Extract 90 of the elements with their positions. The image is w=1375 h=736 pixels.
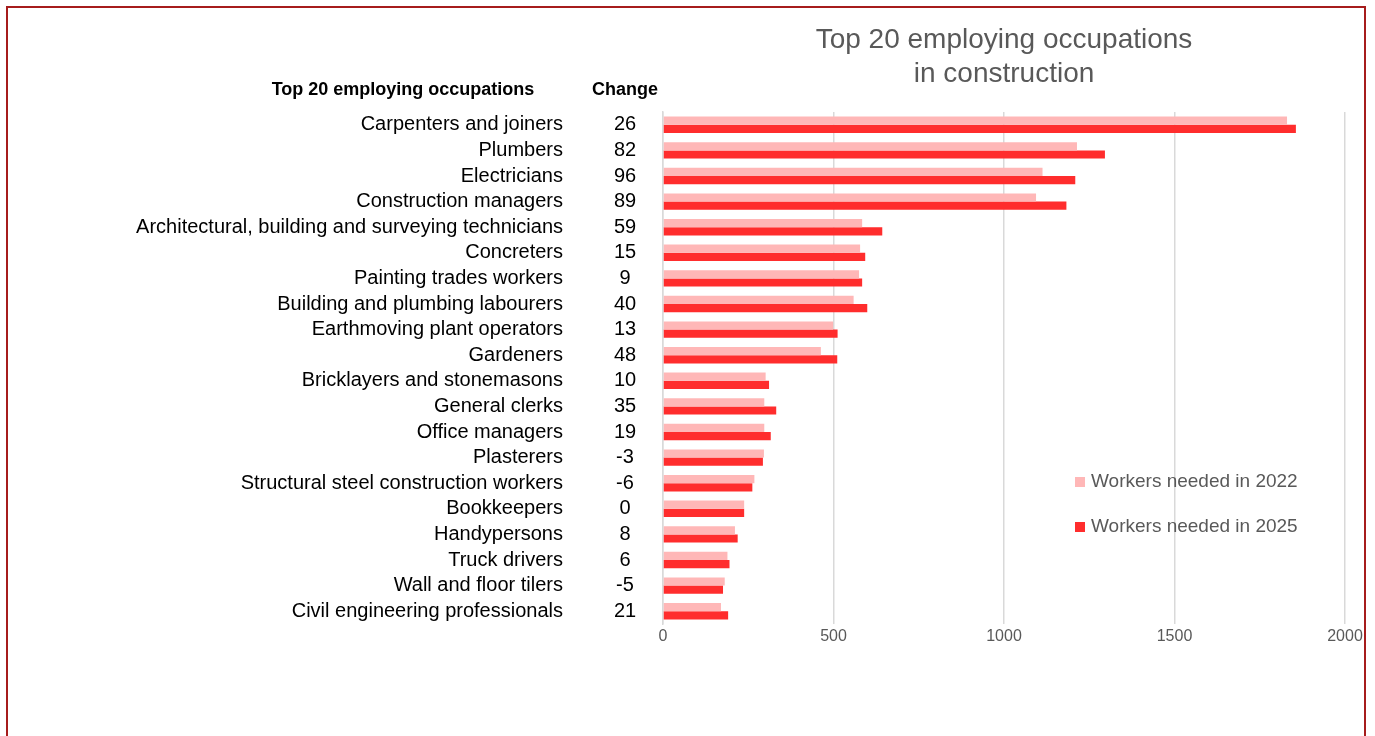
y-tick-label: Truck drivers	[448, 547, 563, 570]
bar	[663, 560, 730, 569]
text: 8	[619, 521, 631, 544]
y-tick-label: Building and plumbing labourers	[277, 291, 563, 314]
bar	[663, 355, 838, 364]
bar	[663, 508, 745, 517]
bar	[663, 227, 883, 236]
bar	[663, 201, 1067, 210]
legend-label: Workers needed in 2022	[1091, 470, 1298, 492]
bar	[663, 603, 721, 612]
bar	[663, 142, 1077, 151]
y-tick-label: Wall and floor tilers	[393, 573, 563, 596]
bar	[663, 150, 1105, 159]
bar	[663, 244, 861, 253]
bar	[663, 329, 838, 338]
text: 35	[613, 393, 637, 416]
y-tick-label: Bookkeepers	[446, 496, 563, 519]
bar	[663, 372, 766, 381]
bar	[663, 577, 725, 586]
text: 9	[619, 265, 631, 288]
text: -6	[616, 470, 634, 493]
bar	[663, 611, 729, 620]
y-tick-label: Electricians	[460, 163, 563, 186]
y-tick-label: Concreters	[465, 240, 563, 263]
bar	[663, 500, 745, 509]
y-tick-label: Plasterers	[472, 445, 563, 468]
bar	[663, 167, 1043, 176]
bar	[663, 193, 1037, 202]
y-tick-label: Plumbers	[478, 137, 563, 160]
x-tick-label: 500	[820, 627, 847, 645]
bar	[663, 423, 765, 432]
y-tick-label: Structural steel construction workers	[240, 470, 563, 493]
bar	[663, 270, 860, 279]
bar	[663, 295, 854, 304]
y-tick-label: Bricklayers and stonemasons	[301, 368, 563, 391]
y-tick-label: Office managers	[416, 419, 563, 442]
bar	[663, 551, 728, 560]
text: 40	[613, 291, 637, 314]
bar	[663, 321, 834, 330]
y-tick-label: Earthmoving plant operators	[311, 317, 563, 340]
text: 89	[613, 189, 637, 212]
bar	[663, 483, 753, 492]
bar	[663, 406, 777, 415]
x-tick-label: 1000	[986, 627, 1022, 645]
x-tick-label: 1500	[1156, 627, 1193, 645]
bar	[663, 219, 863, 228]
text: 19	[613, 419, 637, 442]
x-tick-label: 2000	[1327, 627, 1363, 645]
chart-title: Top 20 employing occupations in construction	[815, 22, 1193, 88]
text: 48	[613, 342, 637, 365]
text: Change	[591, 78, 659, 99]
text: 6	[619, 547, 631, 570]
text: 0	[619, 496, 631, 519]
bar	[663, 124, 1296, 133]
y-tick-label: Civil engineering professionals	[291, 598, 563, 621]
bar	[663, 116, 1288, 125]
text: -3	[616, 445, 634, 468]
bar	[663, 449, 764, 458]
text: 26	[613, 112, 637, 135]
bar	[663, 457, 763, 466]
text: 59	[613, 214, 637, 237]
bar	[663, 380, 770, 389]
text: 10	[613, 368, 637, 391]
bar	[663, 252, 866, 261]
bar	[663, 585, 724, 594]
y-tick-label: Construction managers	[356, 189, 563, 212]
y-tick-label: General clerks	[434, 393, 563, 416]
y-tick-label: Gardeners	[468, 342, 563, 365]
text: 82	[613, 137, 637, 160]
bar	[663, 278, 863, 287]
bar	[663, 534, 738, 543]
text: 15	[613, 240, 637, 263]
bar	[663, 475, 755, 484]
y-tick-label: Carpenters and joiners	[360, 112, 563, 135]
legend-label: Workers needed in 2025	[1091, 515, 1298, 537]
text: 21	[613, 598, 637, 621]
x-tick-label: 0	[658, 627, 668, 645]
bar	[663, 398, 765, 407]
y-tick-label: Handypersons	[434, 521, 563, 544]
y-tick-label: Painting trades workers	[354, 265, 563, 288]
text: -5	[616, 573, 634, 596]
bar	[663, 432, 771, 441]
text: 96	[613, 163, 637, 186]
y-tick-label: Architectural, building and surveying technicians	[136, 214, 563, 237]
text: Top 20 employing occupations	[271, 78, 535, 99]
bar	[663, 526, 735, 535]
bar	[663, 347, 821, 356]
text: 13	[613, 317, 637, 340]
bar	[663, 304, 868, 313]
bar	[663, 176, 1076, 185]
